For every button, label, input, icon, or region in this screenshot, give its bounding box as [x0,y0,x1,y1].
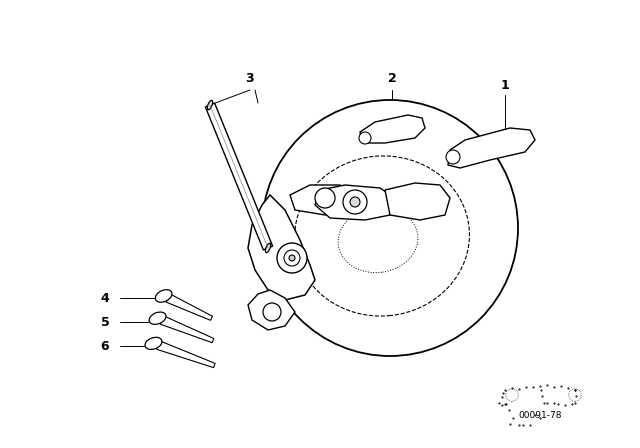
Polygon shape [385,183,450,220]
Circle shape [506,389,518,401]
Polygon shape [360,115,425,143]
Circle shape [315,188,335,208]
Circle shape [569,389,581,401]
Ellipse shape [145,337,162,349]
Circle shape [350,197,360,207]
Polygon shape [205,103,273,250]
Polygon shape [248,290,295,330]
Polygon shape [160,316,214,343]
Text: 00091-78: 00091-78 [518,410,562,419]
Text: 4: 4 [100,292,109,305]
Circle shape [277,243,307,273]
Ellipse shape [207,100,212,110]
Text: 3: 3 [246,72,254,85]
Circle shape [289,255,295,261]
Polygon shape [315,185,395,220]
Circle shape [284,250,300,266]
Circle shape [359,132,371,144]
Circle shape [446,150,460,164]
Ellipse shape [149,312,166,324]
Polygon shape [290,185,355,215]
Text: 6: 6 [100,340,109,353]
Circle shape [263,303,281,321]
Polygon shape [248,195,315,300]
Polygon shape [166,294,212,320]
Polygon shape [448,128,535,168]
Circle shape [262,100,518,356]
Ellipse shape [266,243,271,253]
Text: 1: 1 [500,78,509,91]
Text: 2: 2 [388,72,396,85]
Text: 5: 5 [100,315,109,328]
Circle shape [343,190,367,214]
Ellipse shape [338,207,418,273]
Ellipse shape [294,156,470,316]
Ellipse shape [156,290,172,302]
Polygon shape [156,341,215,368]
